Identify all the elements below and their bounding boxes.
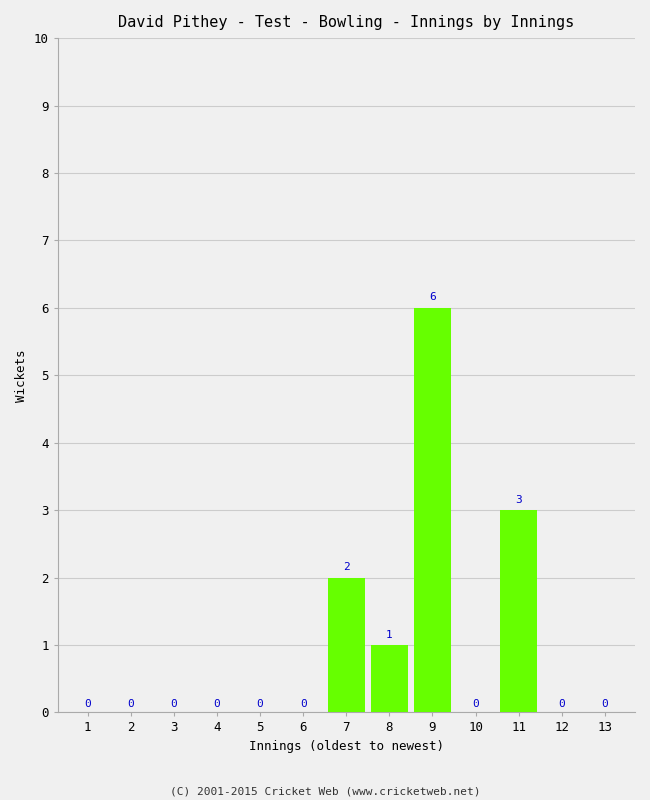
Text: 0: 0 [170,699,177,709]
Text: (C) 2001-2015 Cricket Web (www.cricketweb.net): (C) 2001-2015 Cricket Web (www.cricketwe… [170,786,480,796]
Text: 0: 0 [127,699,134,709]
X-axis label: Innings (oldest to newest): Innings (oldest to newest) [249,740,444,753]
Text: 0: 0 [257,699,263,709]
Text: 0: 0 [558,699,565,709]
Bar [328,578,365,713]
Text: 0: 0 [300,699,307,709]
Text: 0: 0 [84,699,91,709]
Text: 6: 6 [429,293,436,302]
Y-axis label: Wickets: Wickets [15,349,28,402]
Title: David Pithey - Test - Bowling - Innings by Innings: David Pithey - Test - Bowling - Innings … [118,15,575,30]
Bar [371,645,408,713]
Text: 0: 0 [472,699,479,709]
Bar [414,308,451,713]
Text: 3: 3 [515,494,522,505]
Text: 2: 2 [343,562,350,572]
Text: 0: 0 [601,699,608,709]
Text: 0: 0 [214,699,220,709]
Bar [500,510,537,713]
Text: 1: 1 [386,630,393,639]
